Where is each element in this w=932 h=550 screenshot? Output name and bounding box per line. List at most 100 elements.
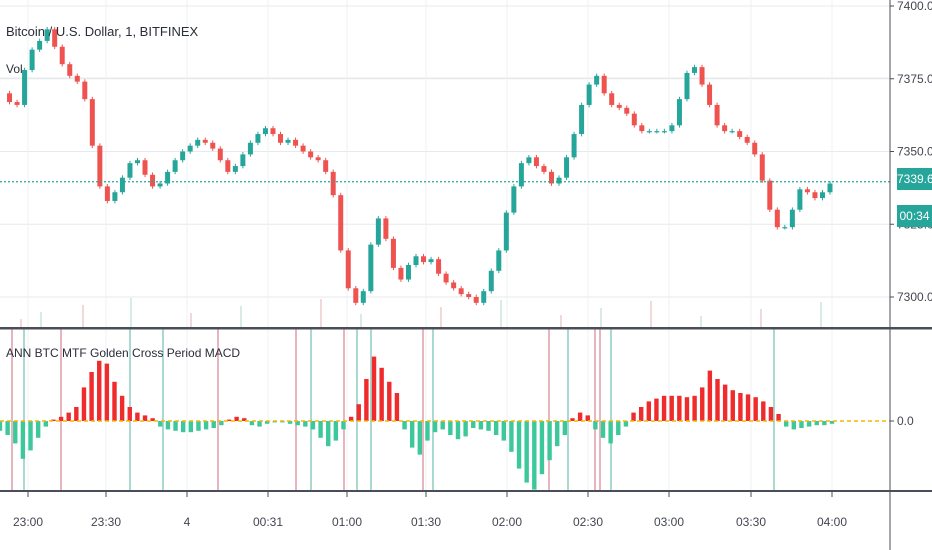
volume-bar xyxy=(190,313,192,327)
histogram-bar xyxy=(165,421,171,430)
histogram-bar xyxy=(295,421,300,426)
pane-separator xyxy=(0,327,932,330)
histogram-bar xyxy=(180,421,186,433)
price-tick-label: 7375.0 xyxy=(897,72,932,86)
candle-body xyxy=(240,154,246,167)
histogram-bar xyxy=(387,381,392,421)
histogram-bar xyxy=(287,421,293,424)
histogram-bar xyxy=(593,421,598,430)
candle-body xyxy=(571,134,577,158)
histogram-bar xyxy=(501,421,506,441)
candle-body xyxy=(398,267,404,280)
candle-body xyxy=(428,259,434,263)
candle-body xyxy=(330,171,336,196)
candle-body xyxy=(631,113,637,126)
histogram-bar xyxy=(425,421,430,441)
histogram-bar xyxy=(264,421,270,424)
volume-bar xyxy=(320,299,322,327)
candle-body xyxy=(270,128,276,135)
candle-body xyxy=(383,218,389,239)
histogram-bar xyxy=(371,356,377,421)
histogram-bar xyxy=(211,421,216,428)
histogram-bar xyxy=(394,393,400,421)
candle-body xyxy=(586,84,592,105)
time-tick-label: 00:31 xyxy=(253,515,283,529)
histogram-bar xyxy=(326,421,331,447)
candle-body xyxy=(511,186,517,213)
candle-body xyxy=(548,171,554,184)
histogram-bar xyxy=(761,401,766,421)
histogram-bar xyxy=(753,397,758,421)
histogram-bar xyxy=(455,421,461,440)
candle-body xyxy=(202,139,208,143)
histogram-bar xyxy=(203,421,209,430)
histogram-bar xyxy=(707,370,713,421)
candle-body xyxy=(752,142,758,155)
candle-body xyxy=(579,104,585,135)
histogram-bar xyxy=(646,401,652,421)
symbol-title[interactable]: Bitcoin / U.S. Dollar, 1, BITFINEX xyxy=(6,24,199,39)
candle-body xyxy=(255,134,261,143)
histogram-bar xyxy=(829,421,835,424)
time-axis-border xyxy=(0,490,932,492)
candle-body xyxy=(624,107,630,114)
histogram-bar xyxy=(677,395,682,421)
volume-label[interactable]: Vol xyxy=(6,62,23,76)
indicator-axis[interactable]: 0.0 xyxy=(890,414,914,428)
volume-bar xyxy=(360,314,362,327)
histogram-bar xyxy=(432,421,438,433)
histogram-bar xyxy=(524,421,529,483)
time-tick-label: 01:30 xyxy=(411,515,441,529)
histogram-bar xyxy=(150,418,155,421)
candle-body xyxy=(308,151,314,158)
candle-body xyxy=(165,171,171,184)
histogram-bar xyxy=(341,421,346,430)
histogram-bar xyxy=(471,421,476,428)
candle-body xyxy=(390,238,396,268)
time-tick-label: 23:00 xyxy=(13,515,43,529)
volume-bar xyxy=(700,316,702,327)
time-tick-label: 02:00 xyxy=(492,515,522,529)
candle-body xyxy=(692,67,698,73)
candle-body xyxy=(315,157,321,161)
histogram-bar xyxy=(0,421,3,431)
price-tick-label: 7350.0 xyxy=(897,145,932,159)
histogram-bar xyxy=(547,421,552,461)
histogram-bar xyxy=(20,421,26,459)
candle-body xyxy=(533,157,539,167)
candle-body xyxy=(774,209,780,228)
candle-body xyxy=(59,46,65,65)
candle-body xyxy=(804,189,810,193)
candle-body xyxy=(661,131,667,133)
histogram-bar xyxy=(631,412,636,421)
histogram-bar xyxy=(715,379,720,421)
histogram-bar xyxy=(249,421,255,426)
histogram-bar xyxy=(806,421,812,427)
candle-body xyxy=(458,288,464,295)
candle-body xyxy=(503,212,509,251)
candle-body xyxy=(338,195,344,251)
histogram-bar xyxy=(616,421,621,435)
histogram-bar xyxy=(356,404,361,421)
histogram-bar xyxy=(692,395,697,421)
candle-body xyxy=(210,142,216,149)
candle-body xyxy=(375,218,381,245)
volume-bar xyxy=(130,298,132,327)
time-tick-label: 01:00 xyxy=(332,515,362,529)
histogram-bar xyxy=(822,421,827,426)
volume-bar xyxy=(440,307,442,327)
time-axis[interactable]: 23:00 23:30 4 00:31 01:00 01:30 02:00 02:30 03:0… xyxy=(13,492,847,529)
histogram-bar xyxy=(784,421,789,427)
candle-body xyxy=(82,81,88,100)
candle-body xyxy=(722,125,728,132)
histogram-bar xyxy=(478,421,484,430)
histogram-bar xyxy=(58,416,64,421)
histogram-bar xyxy=(516,421,522,469)
indicator-title[interactable]: ANN BTC MTF Golden Cross Period MACD xyxy=(6,346,241,360)
volume-bar xyxy=(20,319,22,327)
histogram-bar xyxy=(402,421,407,430)
histogram-bar xyxy=(257,421,262,427)
histogram-bar xyxy=(730,390,735,421)
